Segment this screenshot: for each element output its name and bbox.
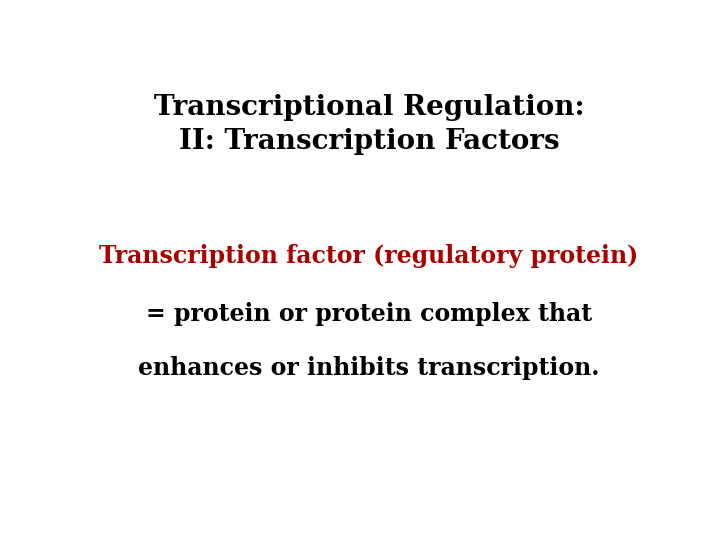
Text: Transcription factor (regulatory protein): Transcription factor (regulatory protein… [99, 244, 639, 268]
Text: = protein or protein complex that: = protein or protein complex that [146, 302, 592, 326]
Text: Transcriptional Regulation:
II: Transcription Factors: Transcriptional Regulation: II: Transcri… [153, 94, 585, 156]
Text: enhances or inhibits transcription.: enhances or inhibits transcription. [138, 356, 600, 380]
